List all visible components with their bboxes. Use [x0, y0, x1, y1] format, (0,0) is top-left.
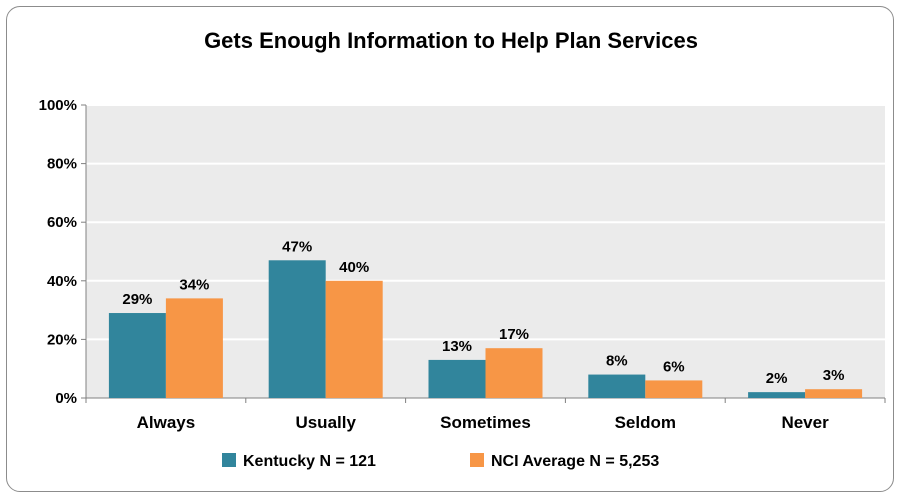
y-tick-label: 0% — [55, 390, 77, 407]
data-label: 47% — [282, 238, 312, 255]
bar-nci-average — [485, 348, 543, 398]
y-tick-label: 100% — [39, 97, 77, 114]
legend-swatch — [470, 453, 484, 467]
y-tick-label: 40% — [47, 273, 77, 290]
x-tick-label: Always — [137, 413, 196, 432]
bar-nci-average — [645, 380, 703, 398]
x-tick-label: Seldom — [615, 413, 676, 432]
x-tick-label: Usually — [295, 413, 356, 432]
bar-nci-average — [325, 280, 383, 398]
bar-kentucky — [428, 359, 486, 398]
x-tick-label: Sometimes — [440, 413, 531, 432]
y-axis: 0% 20% 40% 60% 80% 100% — [39, 97, 87, 407]
legend: Kentucky N = 121 NCI Average N = 5,253 — [222, 453, 659, 470]
legend-label: NCI Average N = 5,253 — [491, 453, 659, 470]
bar-nci-average — [165, 298, 223, 398]
legend-swatch — [222, 453, 236, 467]
chart-title: Gets Enough Information to Help Plan Ser… — [204, 28, 698, 53]
y-tick-label: 20% — [47, 331, 77, 348]
bar-kentucky — [268, 260, 326, 398]
bar-kentucky — [748, 392, 806, 398]
legend-label: Kentucky N = 121 — [243, 453, 376, 470]
data-label: 17% — [499, 326, 529, 343]
data-label: 2% — [766, 370, 788, 387]
y-tick-label: 60% — [47, 214, 77, 231]
gridlines — [86, 104, 885, 341]
data-label: 8% — [606, 353, 628, 370]
data-label: 13% — [442, 338, 472, 355]
bar-kentucky — [588, 374, 646, 398]
y-tick-label: 80% — [47, 156, 77, 173]
data-label: 3% — [823, 367, 845, 384]
bar-nci-average — [805, 389, 863, 398]
x-axis: Always Usually Sometimes Seldom Never — [85, 397, 886, 432]
x-tick-label: Never — [781, 413, 829, 432]
data-label: 40% — [339, 259, 369, 276]
bar-kentucky — [108, 313, 166, 398]
bars — [108, 260, 863, 398]
data-labels: 29% 34% 47% 40% 13% 17% 8% 6% 2% 3% — [122, 238, 844, 387]
data-label: 29% — [122, 291, 152, 308]
data-label: 34% — [179, 276, 209, 293]
data-label: 6% — [663, 358, 685, 375]
